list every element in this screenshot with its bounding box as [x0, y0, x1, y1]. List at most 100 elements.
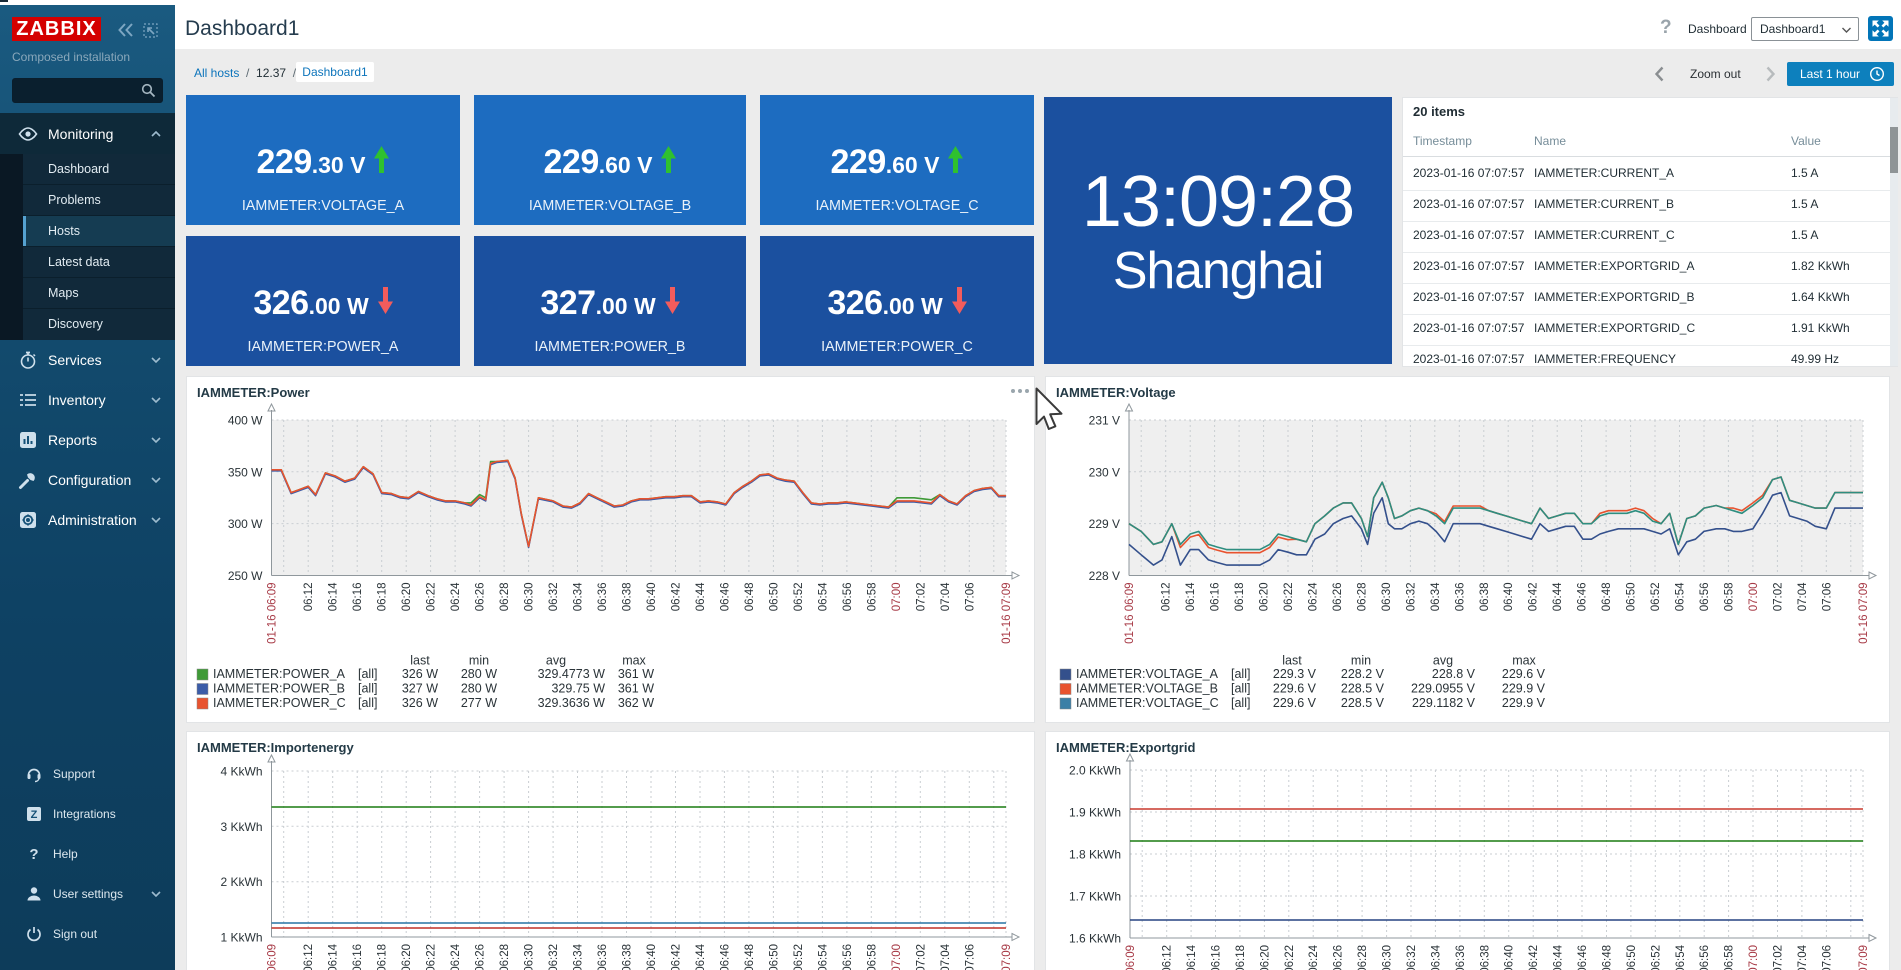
svg-text:06:54: 06:54: [817, 582, 829, 611]
svg-text:229.3 V: 229.3 V: [1273, 667, 1317, 681]
svg-text:06:26: 06:26: [1333, 945, 1345, 970]
svg-text:06:50: 06:50: [768, 583, 780, 612]
svg-text:06:36: 06:36: [1454, 583, 1466, 612]
svg-text:07:06: 07:06: [1821, 583, 1833, 612]
svg-text:07:04: 07:04: [1797, 944, 1809, 970]
svg-text:IAMMETER:VOLTAGE_B: IAMMETER:VOLTAGE_B: [1076, 682, 1218, 696]
svg-text:06:22: 06:22: [426, 944, 438, 970]
svg-text:?: ?: [29, 846, 38, 863]
svg-text:06:28: 06:28: [1357, 945, 1369, 970]
svg-text:3 KkWh: 3 KkWh: [220, 820, 262, 834]
svg-text:327 W: 327 W: [402, 682, 438, 696]
svg-text:228.2 V: 228.2 V: [1341, 667, 1385, 681]
svg-text:06:54: 06:54: [1675, 582, 1687, 611]
svg-text:min: min: [469, 654, 489, 668]
svg-text:01-16 06:09: 01-16 06:09: [1125, 945, 1137, 970]
svg-text:06:44: 06:44: [1553, 944, 1565, 970]
svg-text:06:46: 06:46: [1577, 945, 1589, 970]
svg-text:06:22: 06:22: [426, 583, 438, 612]
svg-text:IAMMETER:Importenergy: IAMMETER:Importenergy: [197, 740, 355, 755]
svg-text:06:52: 06:52: [793, 583, 805, 612]
svg-text:last: last: [1282, 654, 1302, 668]
svg-text:06:14: 06:14: [328, 943, 340, 970]
svg-text:06:42: 06:42: [671, 583, 683, 612]
svg-text:06:32: 06:32: [1405, 583, 1417, 612]
svg-text:229.6 V: 229.6 V: [1273, 682, 1317, 696]
svg-text:06:16: 06:16: [352, 944, 364, 970]
svg-text:avg: avg: [1433, 654, 1453, 668]
svg-text:06:46: 06:46: [719, 583, 731, 612]
svg-text:06:30: 06:30: [1382, 945, 1394, 970]
svg-text:06:52: 06:52: [1650, 945, 1662, 970]
svg-text:1.6 KkWh: 1.6 KkWh: [1069, 932, 1121, 946]
svg-text:IAMMETER:VOLTAGE_A: IAMMETER:VOLTAGE_A: [1076, 667, 1219, 681]
svg-text:01-16 07:09: 01-16 07:09: [1858, 945, 1870, 970]
svg-text:06:58: 06:58: [866, 944, 878, 970]
svg-text:06:52: 06:52: [1650, 583, 1662, 612]
svg-text:06:50: 06:50: [1626, 945, 1638, 970]
svg-text:06:26: 06:26: [1332, 583, 1344, 612]
svg-text:[all]: [all]: [358, 696, 377, 710]
svg-text:06:50: 06:50: [1626, 583, 1638, 612]
svg-text:280 W: 280 W: [461, 682, 497, 696]
svg-text:326 W: 326 W: [402, 667, 438, 681]
svg-text:06:36: 06:36: [597, 583, 609, 612]
svg-text:min: min: [1351, 654, 1371, 668]
svg-text:06:18: 06:18: [377, 944, 389, 970]
svg-text:07:00: 07:00: [1748, 583, 1760, 612]
svg-text:[all]: [all]: [1231, 696, 1250, 710]
svg-text:362 W: 362 W: [618, 696, 654, 710]
svg-text:06:16: 06:16: [1211, 945, 1223, 970]
svg-text:228.5 V: 228.5 V: [1341, 682, 1385, 696]
svg-text:06:46: 06:46: [1577, 583, 1589, 612]
svg-text:06:22: 06:22: [1284, 945, 1296, 970]
svg-text:max: max: [622, 654, 646, 668]
svg-text:06:58: 06:58: [1723, 583, 1735, 612]
svg-text:06:44: 06:44: [1552, 582, 1564, 611]
svg-text:06:44: 06:44: [695, 582, 707, 611]
svg-text:326 W: 326 W: [402, 696, 438, 710]
svg-text:07:04: 07:04: [940, 582, 952, 611]
svg-text:06:30: 06:30: [524, 583, 536, 612]
svg-text:06:30: 06:30: [1381, 583, 1393, 612]
svg-text:06:18: 06:18: [377, 583, 389, 612]
svg-text:329.4773 W: 329.4773 W: [538, 667, 606, 681]
svg-text:280 W: 280 W: [461, 667, 497, 681]
svg-text:max: max: [1512, 654, 1536, 668]
svg-text:Z: Z: [31, 809, 38, 821]
svg-text:06:48: 06:48: [744, 944, 756, 970]
svg-text:IAMMETER:POWER_B: IAMMETER:POWER_B: [213, 682, 345, 696]
svg-text:231 V: 231 V: [1089, 414, 1120, 428]
svg-text:06:36: 06:36: [597, 944, 609, 970]
svg-text:06:40: 06:40: [1503, 583, 1515, 612]
svg-text:[all]: [all]: [358, 682, 377, 696]
svg-text:07:02: 07:02: [915, 944, 927, 970]
svg-text:1.8 KkWh: 1.8 KkWh: [1069, 848, 1121, 862]
svg-text:07:06: 07:06: [964, 944, 976, 970]
svg-text:06:24: 06:24: [1308, 944, 1320, 970]
svg-text:06:56: 06:56: [1699, 583, 1711, 612]
svg-text:329.75 W: 329.75 W: [551, 682, 605, 696]
svg-text:06:20: 06:20: [401, 583, 413, 612]
svg-text:06:34: 06:34: [1430, 944, 1442, 970]
svg-text:06:12: 06:12: [1162, 945, 1174, 970]
svg-text:229.0955 V: 229.0955 V: [1411, 682, 1476, 696]
svg-text:361 W: 361 W: [618, 667, 654, 681]
svg-text:06:42: 06:42: [671, 944, 683, 970]
svg-text:06:54: 06:54: [817, 943, 829, 970]
svg-text:229.6 V: 229.6 V: [1502, 667, 1546, 681]
svg-text:06:28: 06:28: [499, 583, 511, 612]
svg-text:229.6 V: 229.6 V: [1273, 696, 1317, 710]
svg-text:01-16 06:09: 01-16 06:09: [267, 944, 279, 970]
svg-text:07:06: 07:06: [964, 583, 976, 612]
svg-text:06:24: 06:24: [450, 582, 462, 611]
svg-text:06:18: 06:18: [1235, 945, 1247, 970]
svg-text:06:12: 06:12: [1161, 583, 1173, 612]
svg-text:06:12: 06:12: [303, 944, 315, 970]
svg-text:07:02: 07:02: [1773, 945, 1785, 970]
svg-text:06:40: 06:40: [1504, 945, 1516, 970]
svg-text:07:00: 07:00: [1748, 945, 1760, 970]
svg-text:[all]: [all]: [358, 667, 377, 681]
svg-text:2.0 KkWh: 2.0 KkWh: [1069, 764, 1121, 778]
svg-text:last: last: [410, 654, 430, 668]
